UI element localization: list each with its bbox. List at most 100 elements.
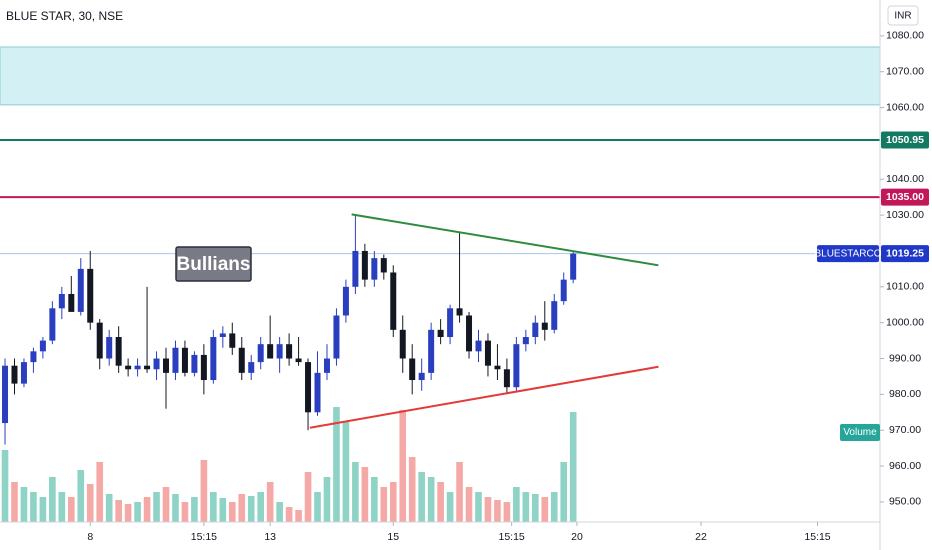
level-tag bbox=[881, 131, 929, 149]
volume-bar bbox=[49, 477, 56, 522]
candle-body bbox=[361, 250, 368, 280]
volume-bar bbox=[541, 497, 549, 522]
candle-body bbox=[11, 365, 18, 384]
volume-bar bbox=[399, 410, 407, 522]
y-tick-label: 990.00 bbox=[889, 352, 921, 364]
currency-box[interactable] bbox=[887, 5, 919, 26]
symbol-label: BLUESTARCO bbox=[814, 248, 881, 259]
candle-body bbox=[181, 347, 188, 373]
volume-bar bbox=[371, 477, 378, 522]
volume-bar bbox=[257, 492, 265, 522]
x-tick-label: 20 bbox=[571, 531, 583, 543]
candle-body bbox=[229, 333, 236, 348]
zone bbox=[0, 46, 881, 106]
volume-bar bbox=[11, 482, 18, 522]
x-tick-label: 15 bbox=[387, 531, 399, 543]
volume-bar bbox=[181, 502, 189, 522]
annotation-text: Bullians bbox=[177, 254, 251, 275]
trendline bbox=[309, 365, 659, 429]
volume-bar bbox=[58, 492, 66, 522]
candle-body bbox=[286, 344, 293, 359]
candle-body bbox=[380, 258, 387, 273]
y-tick-label: 1080.00 bbox=[886, 30, 924, 42]
candle-body bbox=[551, 301, 558, 330]
candle-body bbox=[144, 365, 151, 370]
volume-bar bbox=[389, 482, 397, 522]
volume-bar bbox=[172, 494, 179, 522]
volume-bar bbox=[20, 487, 28, 522]
volume-bar bbox=[30, 492, 37, 522]
volume-bar bbox=[295, 510, 302, 522]
chart-title: BLUE STAR, 30, NSE bbox=[6, 9, 123, 23]
volume-bar bbox=[77, 470, 85, 522]
volume-bar bbox=[550, 492, 558, 522]
candle-body bbox=[484, 340, 491, 366]
volume-bar bbox=[143, 497, 151, 522]
y-tick-label: 980.00 bbox=[889, 388, 921, 400]
candle-body bbox=[106, 337, 113, 359]
volume-bar bbox=[115, 500, 122, 522]
y-tick-label: 1030.00 bbox=[886, 209, 924, 221]
x-tick-label: 13 bbox=[264, 531, 276, 543]
volume-bar bbox=[446, 492, 454, 522]
candle-body bbox=[248, 362, 255, 373]
last-price-label: 1019.25 bbox=[886, 247, 924, 259]
candle-body bbox=[456, 308, 463, 316]
candle-body bbox=[560, 279, 567, 302]
level-label: 1035.00 bbox=[886, 191, 924, 203]
candle-body bbox=[418, 372, 425, 381]
candle-body bbox=[503, 369, 510, 388]
candle-body bbox=[30, 351, 37, 363]
y-tick-label: 1060.00 bbox=[886, 101, 924, 113]
candle-body bbox=[342, 286, 349, 316]
volume-bar bbox=[352, 462, 359, 522]
candle-body bbox=[134, 365, 141, 370]
volume-bar bbox=[323, 477, 331, 522]
volume-bar bbox=[456, 462, 463, 522]
y-tick-label: 950.00 bbox=[889, 496, 921, 508]
volume-bar bbox=[475, 492, 482, 522]
candle-body bbox=[58, 293, 65, 309]
volume-bar bbox=[105, 494, 113, 522]
volume-bar bbox=[531, 494, 539, 522]
candle-body bbox=[257, 344, 264, 363]
volume-bar bbox=[484, 497, 492, 522]
volume-bar bbox=[219, 498, 227, 522]
candle-body bbox=[333, 315, 340, 359]
symbol-tag bbox=[817, 245, 879, 263]
volume-bar bbox=[522, 492, 530, 522]
volume-bar bbox=[228, 502, 236, 522]
candle-body bbox=[115, 337, 122, 366]
candle-body bbox=[323, 358, 330, 373]
x-tick-label: 22 bbox=[695, 531, 707, 543]
trendline bbox=[351, 213, 659, 267]
candle-body bbox=[163, 358, 170, 373]
candle-body bbox=[295, 358, 302, 363]
y-tick-label: 960.00 bbox=[889, 460, 921, 472]
volume-bar bbox=[427, 477, 435, 522]
candle-body bbox=[191, 354, 198, 373]
volume-bar bbox=[465, 487, 473, 522]
candle-body bbox=[352, 250, 359, 287]
candle-body bbox=[541, 322, 548, 330]
volume-bar bbox=[124, 504, 132, 522]
candle-body bbox=[39, 340, 46, 352]
candle-body bbox=[522, 337, 529, 345]
y-tick-label: 1010.00 bbox=[886, 281, 924, 293]
volume-bar bbox=[1, 450, 9, 522]
volume-bar bbox=[285, 507, 293, 522]
y-tick-label: 1040.00 bbox=[886, 173, 924, 185]
candle-body bbox=[49, 308, 56, 341]
volume-bar bbox=[200, 460, 208, 522]
volume-tag bbox=[840, 424, 880, 441]
volume-bar bbox=[162, 487, 170, 522]
currency[interactable]: INR bbox=[894, 11, 911, 22]
volume-bar bbox=[134, 502, 141, 522]
candle-body bbox=[172, 347, 179, 373]
candle-body bbox=[371, 258, 378, 280]
volume-bar bbox=[408, 457, 416, 522]
volume-bar bbox=[238, 494, 246, 522]
volume-bar bbox=[333, 407, 340, 522]
